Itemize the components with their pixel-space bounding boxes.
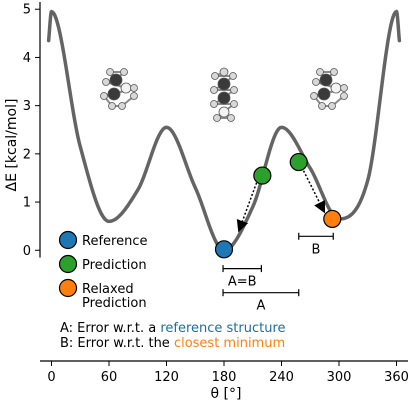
molecule-atom bbox=[210, 100, 218, 108]
molecule-center bbox=[210, 67, 238, 122]
y-tick-label: 2 bbox=[23, 147, 31, 162]
molecule-atom bbox=[230, 86, 238, 94]
x-tick-label: 240 bbox=[269, 370, 294, 385]
legend-label: Relaxed bbox=[82, 282, 134, 297]
molecule-atom bbox=[229, 72, 237, 80]
molecule-atom bbox=[312, 78, 320, 86]
x-tick-label: 180 bbox=[212, 370, 237, 385]
y-tick-label: 3 bbox=[23, 99, 31, 114]
legend-label: Prediction bbox=[82, 258, 147, 273]
molecule-atom bbox=[217, 91, 231, 105]
molecule-atom bbox=[106, 68, 114, 76]
molecule-atom bbox=[213, 114, 221, 122]
molecule-atom bbox=[102, 78, 110, 86]
molecule-atom bbox=[108, 102, 116, 110]
y-axis-label: ΔE [kcal/mol] bbox=[4, 99, 20, 192]
molecule-atom bbox=[109, 73, 123, 87]
molecule-atom bbox=[328, 102, 336, 110]
legend-label-line2: Prediction bbox=[82, 296, 147, 311]
data-point bbox=[289, 152, 308, 172]
molecule-atom bbox=[130, 92, 138, 100]
molecule-left bbox=[100, 68, 138, 110]
molecule-atom bbox=[118, 102, 126, 110]
error-bar-label: A bbox=[256, 299, 265, 314]
error-bar-label: B bbox=[312, 242, 321, 257]
data-point bbox=[253, 166, 272, 185]
molecule-right bbox=[310, 68, 348, 110]
molecule-atom bbox=[120, 68, 128, 76]
molecule-atom bbox=[211, 72, 219, 80]
error-bar-label: A=B bbox=[228, 275, 257, 290]
legend-label: Reference bbox=[82, 234, 147, 249]
molecule-atom bbox=[210, 86, 218, 94]
x-tick-label: 120 bbox=[154, 370, 179, 385]
note-a-highlight: reference structure bbox=[160, 321, 285, 336]
molecule-atom bbox=[316, 68, 324, 76]
curve-layer bbox=[46, 9, 402, 253]
note-line-b: B: Error w.r.t. the closest minimum bbox=[60, 336, 285, 351]
molecule-atom bbox=[340, 84, 348, 92]
legend-marker bbox=[58, 278, 78, 298]
note-a-prefix: A: Error w.r.t. a bbox=[60, 321, 160, 336]
molecule-atom bbox=[310, 92, 318, 100]
x-tick-label: 60 bbox=[101, 370, 118, 385]
molecule-atom bbox=[340, 92, 348, 100]
note-line-a: A: Error w.r.t. a reference structure bbox=[60, 321, 286, 336]
dotted-arrow bbox=[302, 170, 326, 214]
molecule-atom bbox=[317, 87, 331, 101]
data-point bbox=[323, 209, 342, 229]
x-tick-label: 0 bbox=[47, 370, 55, 385]
legend-marker bbox=[58, 230, 78, 250]
y-tick-label: 0 bbox=[23, 244, 31, 259]
molecule-atom bbox=[330, 68, 338, 76]
data-marks: A=B A B bbox=[214, 152, 342, 314]
molecule-atom bbox=[107, 87, 121, 101]
molecule-atom bbox=[120, 82, 132, 94]
note-b-highlight: closest minimum bbox=[174, 336, 285, 351]
molecule-atom bbox=[130, 84, 138, 92]
y-tick-label: 1 bbox=[23, 196, 31, 211]
molecule-illustrations bbox=[100, 67, 348, 122]
y-tick-label: 4 bbox=[23, 51, 31, 66]
molecule-atom bbox=[230, 100, 238, 108]
molecule-atom bbox=[219, 67, 229, 77]
x-tick-label: 360 bbox=[384, 370, 409, 385]
legend-marker bbox=[58, 254, 78, 274]
note-b-prefix: B: Error w.r.t. the bbox=[60, 336, 174, 351]
molecule-atom bbox=[318, 102, 326, 110]
x-axis-label: θ [°] bbox=[211, 386, 242, 402]
molecule-atom bbox=[319, 73, 333, 87]
molecule-atom bbox=[217, 77, 231, 91]
dotted-arrow bbox=[236, 182, 258, 233]
molecule-atom bbox=[330, 82, 342, 94]
data-point bbox=[214, 240, 234, 259]
molecule-atom bbox=[218, 106, 230, 118]
axes: 0 1 2 3 4 5 0 60 120 180 240 300 360 bbox=[23, 2, 409, 385]
x-tick-label: 300 bbox=[327, 370, 352, 385]
y-tick-label: 5 bbox=[23, 3, 31, 18]
molecule-atom bbox=[227, 114, 235, 122]
molecule-atom bbox=[100, 92, 108, 100]
energy-curve-line bbox=[46, 9, 402, 253]
